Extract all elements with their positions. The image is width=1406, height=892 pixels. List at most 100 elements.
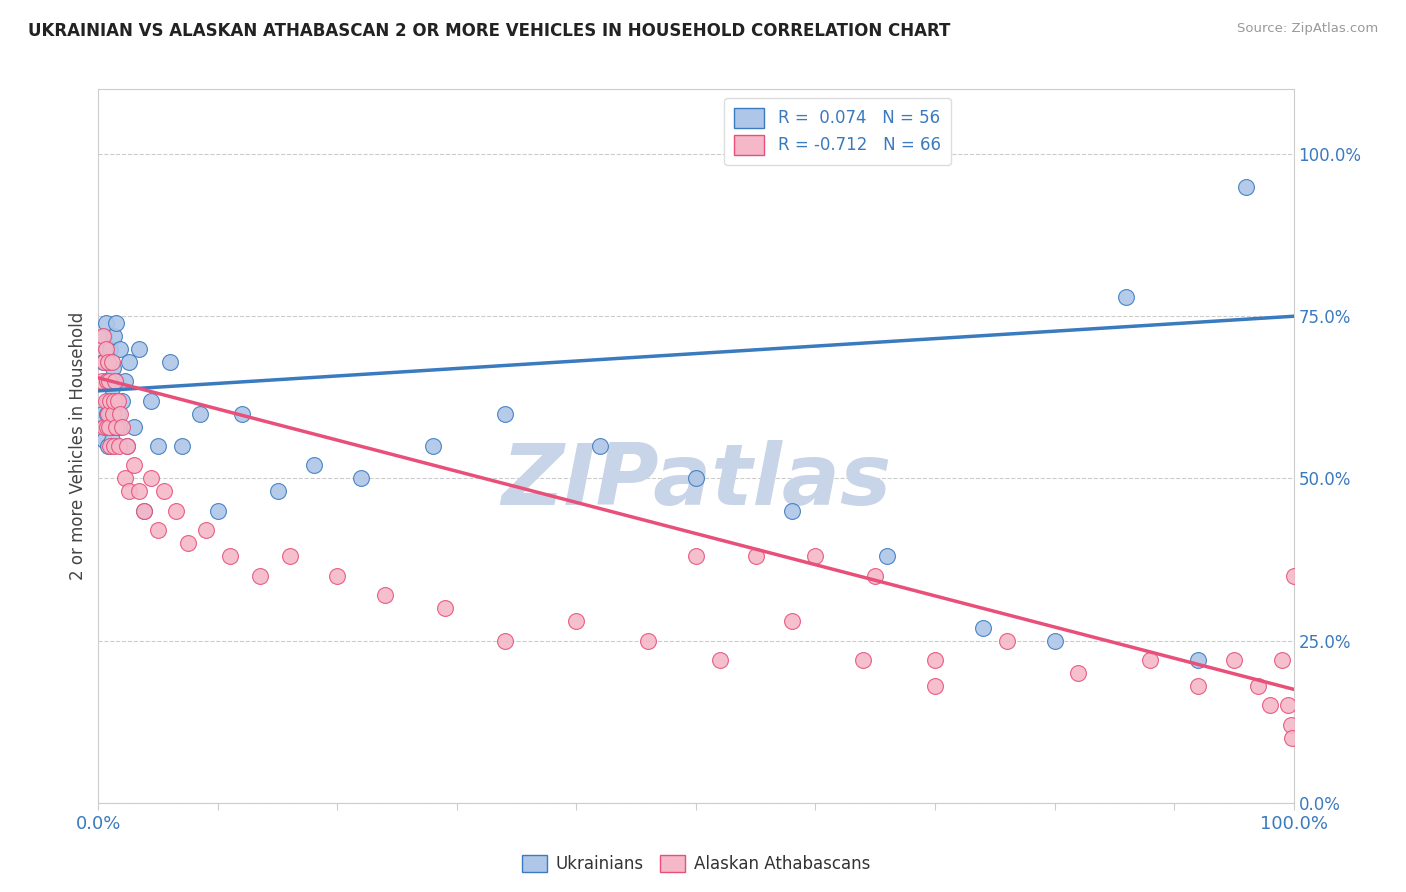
Point [93,354,115,368]
Point [1067,666,1090,681]
Point [128,484,150,499]
Point [1187,653,1209,667]
Point [107,407,129,421]
Point [852,653,875,667]
Point [98,419,121,434]
Point [101,407,124,421]
Point [114,374,136,388]
Point [97,354,120,368]
Point [115,439,138,453]
Point [98,419,121,434]
Point [111,393,134,408]
Point [924,653,946,667]
Point [107,439,129,453]
Point [1234,179,1257,194]
Point [105,419,128,434]
Point [637,633,659,648]
Point [108,407,131,421]
Point [132,504,155,518]
Point [115,439,138,453]
Point [1282,568,1305,582]
Point [1187,679,1209,693]
Point [94,393,117,408]
Point [118,484,141,499]
Text: Source: ZipAtlas.com: Source: ZipAtlas.com [1237,22,1378,36]
Text: ZIPatlas: ZIPatlas [501,440,891,524]
Point [207,504,229,518]
Point [153,484,176,499]
Point [105,316,128,330]
Point [804,549,827,564]
Point [165,504,187,518]
Point [1277,698,1299,713]
Point [96,374,118,388]
Point [128,342,150,356]
Point [589,439,612,453]
Point [98,374,121,388]
Point [1222,653,1246,667]
Point [98,374,121,388]
Point [302,458,325,473]
Point [172,439,194,453]
Point [97,393,120,408]
Point [194,524,218,538]
Point [1271,653,1294,667]
Point [219,549,242,564]
Point [100,433,122,447]
Point [98,393,122,408]
Point [93,433,115,447]
Point [107,393,129,408]
Point [422,439,444,453]
Point [1139,653,1161,667]
Point [1279,718,1302,732]
Point [108,342,131,356]
Point [995,633,1018,648]
Point [103,328,125,343]
Point [91,374,114,388]
Point [148,524,170,538]
Point [96,374,118,388]
Point [94,316,117,330]
Point [685,471,707,485]
Point [93,419,115,434]
Point [148,439,170,453]
Point [100,354,122,368]
Point [1258,698,1281,713]
Point [494,633,516,648]
Point [98,439,122,453]
Point [177,536,200,550]
Point [924,679,946,693]
Point [1281,731,1303,745]
Point [863,568,887,582]
Point [1115,290,1137,304]
Point [93,328,115,343]
Point [139,471,162,485]
Point [98,407,122,421]
Point [876,549,898,564]
Point [745,549,768,564]
Point [132,504,155,518]
Point [685,549,707,564]
Point [103,393,125,408]
Point [1043,633,1066,648]
Point [91,354,114,368]
Point [494,407,516,421]
Point [97,439,120,453]
Point [780,614,803,628]
Point [105,374,128,388]
Legend: Ukrainians, Alaskan Athabascans: Ukrainians, Alaskan Athabascans [516,848,876,880]
Point [278,549,301,564]
Point [103,393,125,408]
Point [104,374,127,388]
Y-axis label: 2 or more Vehicles in Household: 2 or more Vehicles in Household [69,312,87,580]
Point [267,484,290,499]
Point [98,342,122,356]
Point [188,407,211,421]
Point [94,342,117,356]
Point [139,393,162,408]
Point [91,328,114,343]
Point [114,471,136,485]
Text: UKRAINIAN VS ALASKAN ATHABASCAN 2 OR MORE VEHICLES IN HOUSEHOLD CORRELATION CHAR: UKRAINIAN VS ALASKAN ATHABASCAN 2 OR MOR… [28,22,950,40]
Point [159,354,181,368]
Point [709,653,731,667]
